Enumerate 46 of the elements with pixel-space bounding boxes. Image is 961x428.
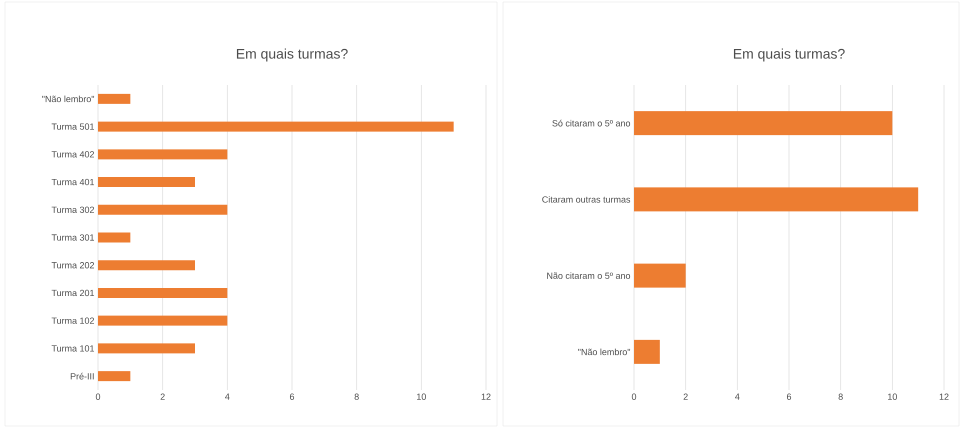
y-tick-label: Turma 301 <box>52 234 94 241</box>
chart-title: Em quais turmas? <box>236 48 348 62</box>
y-tick-label: Turma 401 <box>52 178 94 186</box>
y-tick-label: Pré-III <box>70 372 94 380</box>
y-tick-label: Só citaram o 5º ano <box>552 120 630 126</box>
x-tick-label: 0 <box>632 394 636 400</box>
bar <box>98 94 130 104</box>
x-tick-label: 2 <box>684 394 688 400</box>
y-tick-label: Turma 102 <box>52 318 94 324</box>
bar <box>634 264 686 288</box>
x-tick-label: 4 <box>735 394 740 400</box>
x-tick-label: 10 <box>888 394 897 400</box>
chart-title: Em quais turmas? <box>734 48 845 62</box>
bar <box>634 187 918 212</box>
y-tick-label: Turma 402 <box>52 151 94 158</box>
bar <box>634 111 892 136</box>
y-tick-label: Turma 302 <box>52 206 94 213</box>
y-tick-label: Não citaram o 5º ano <box>547 272 630 279</box>
bar <box>634 340 660 364</box>
x-tick-label: 12 <box>482 394 491 400</box>
bar <box>98 288 228 298</box>
bar <box>98 204 228 215</box>
bar <box>98 343 196 354</box>
x-tick-label: 4 <box>225 394 230 400</box>
y-tick-label: Turma 202 <box>52 262 94 268</box>
y-tick-label: Turma 101 <box>52 345 94 352</box>
x-tick-label: 12 <box>940 394 949 400</box>
y-tick-label: "Não lembro" <box>42 96 94 102</box>
bar <box>98 232 130 243</box>
y-tick-label: Turma 201 <box>52 290 94 296</box>
x-tick-label: 8 <box>354 394 359 400</box>
y-tick-label: "Não lembro" <box>578 348 630 356</box>
y-tick-label: Citaram outras turmas <box>542 196 630 203</box>
x-tick-label: 6 <box>290 394 294 400</box>
bar <box>98 122 454 132</box>
x-tick-label: 6 <box>786 394 792 400</box>
bar <box>98 149 228 160</box>
bar <box>98 177 196 188</box>
bar <box>98 260 196 270</box>
bar <box>98 371 130 382</box>
y-tick-label: Turma 501 <box>52 123 94 130</box>
x-tick-label: 8 <box>838 394 843 400</box>
x-tick-label: 2 <box>160 394 165 400</box>
x-tick-label: 10 <box>417 394 426 400</box>
x-tick-label: 0 <box>96 394 100 400</box>
bar <box>98 316 228 326</box>
